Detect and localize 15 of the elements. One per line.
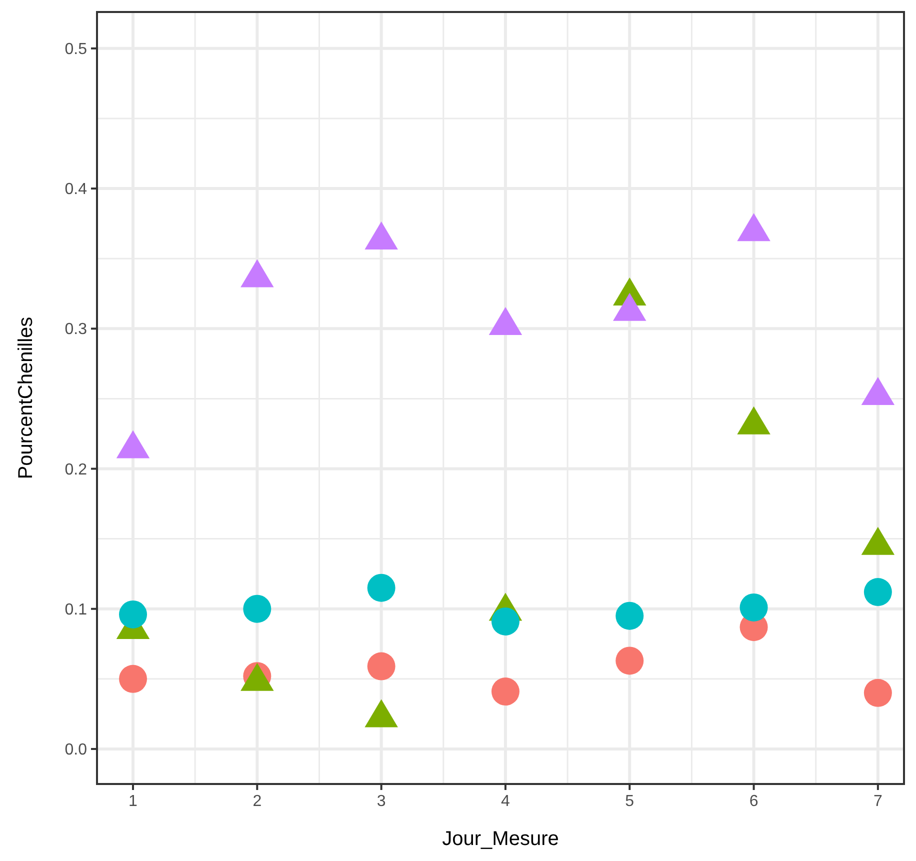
x-tick-label: 2 <box>252 793 262 810</box>
x-axis-title: Jour_Mesure <box>442 828 559 850</box>
x-tick-label: 6 <box>749 793 758 810</box>
x-tick-label: 4 <box>501 793 510 810</box>
y-tick-label: 0.2 <box>64 461 88 478</box>
x-tick-label: 3 <box>376 793 386 810</box>
x-tick-label: 7 <box>873 793 882 810</box>
x-tick-label: 5 <box>625 793 634 810</box>
y-tick-label: 0.1 <box>64 601 88 618</box>
y-tick-label: 0.0 <box>64 742 88 759</box>
x-tick-label: 1 <box>128 793 138 810</box>
y-tick-label: 0.4 <box>64 181 88 198</box>
y-tick-label: 0.3 <box>64 321 88 338</box>
y-tick-label: 0.5 <box>64 41 88 58</box>
y-axis-title: PourcentChenilles <box>15 316 37 480</box>
